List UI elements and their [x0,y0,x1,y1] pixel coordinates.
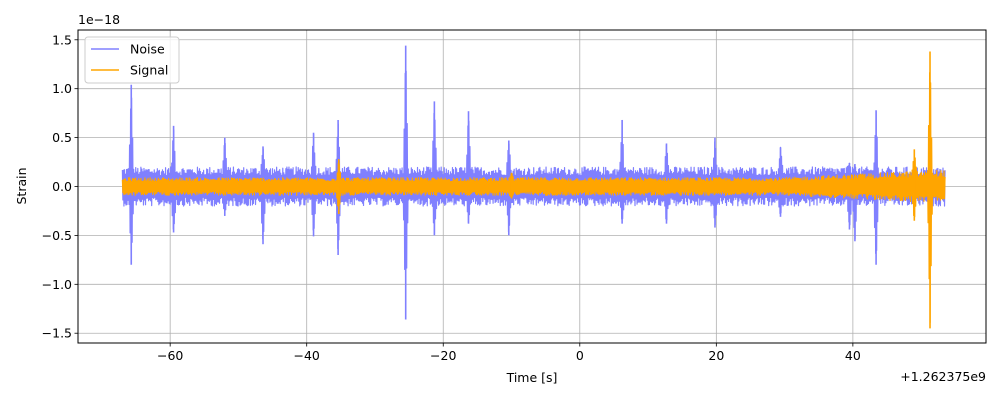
y-tick-label: −0.5 [42,228,72,243]
y-axis-label: Strain [14,167,29,204]
y-tick-label: −1.0 [42,277,72,292]
x-tick-label: −20 [430,348,456,363]
y-tick-label: 0.5 [52,130,72,145]
x-tick-label: −60 [157,348,183,363]
x-axis-label: Time [s] [506,370,558,385]
y-tick-label: 1.5 [52,32,72,47]
y-tick-label: −1.5 [42,326,72,341]
x-tick-label: 40 [845,348,861,363]
y-axis-ticks: −1.5 −1.0 −0.5 0.0 0.5 1.0 1.5 [42,32,78,341]
y-tick-label: 0.0 [52,179,72,194]
x-offset-label: +1.262375e9 [900,369,986,384]
y-scale-label: 1e−18 [78,12,120,27]
x-axis-ticks: −60 −40 −20 0 20 40 [157,343,861,363]
legend-signal-label: Signal [130,63,168,78]
x-tick-label: −40 [294,348,320,363]
series-signal-line [121,72,946,324]
legend: Noise Signal [84,36,180,84]
plot-area [121,45,946,329]
y-tick-label: 1.0 [52,81,72,96]
x-tick-label: 20 [708,348,724,363]
x-tick-label: 0 [576,348,584,363]
legend-noise-label: Noise [130,42,165,57]
